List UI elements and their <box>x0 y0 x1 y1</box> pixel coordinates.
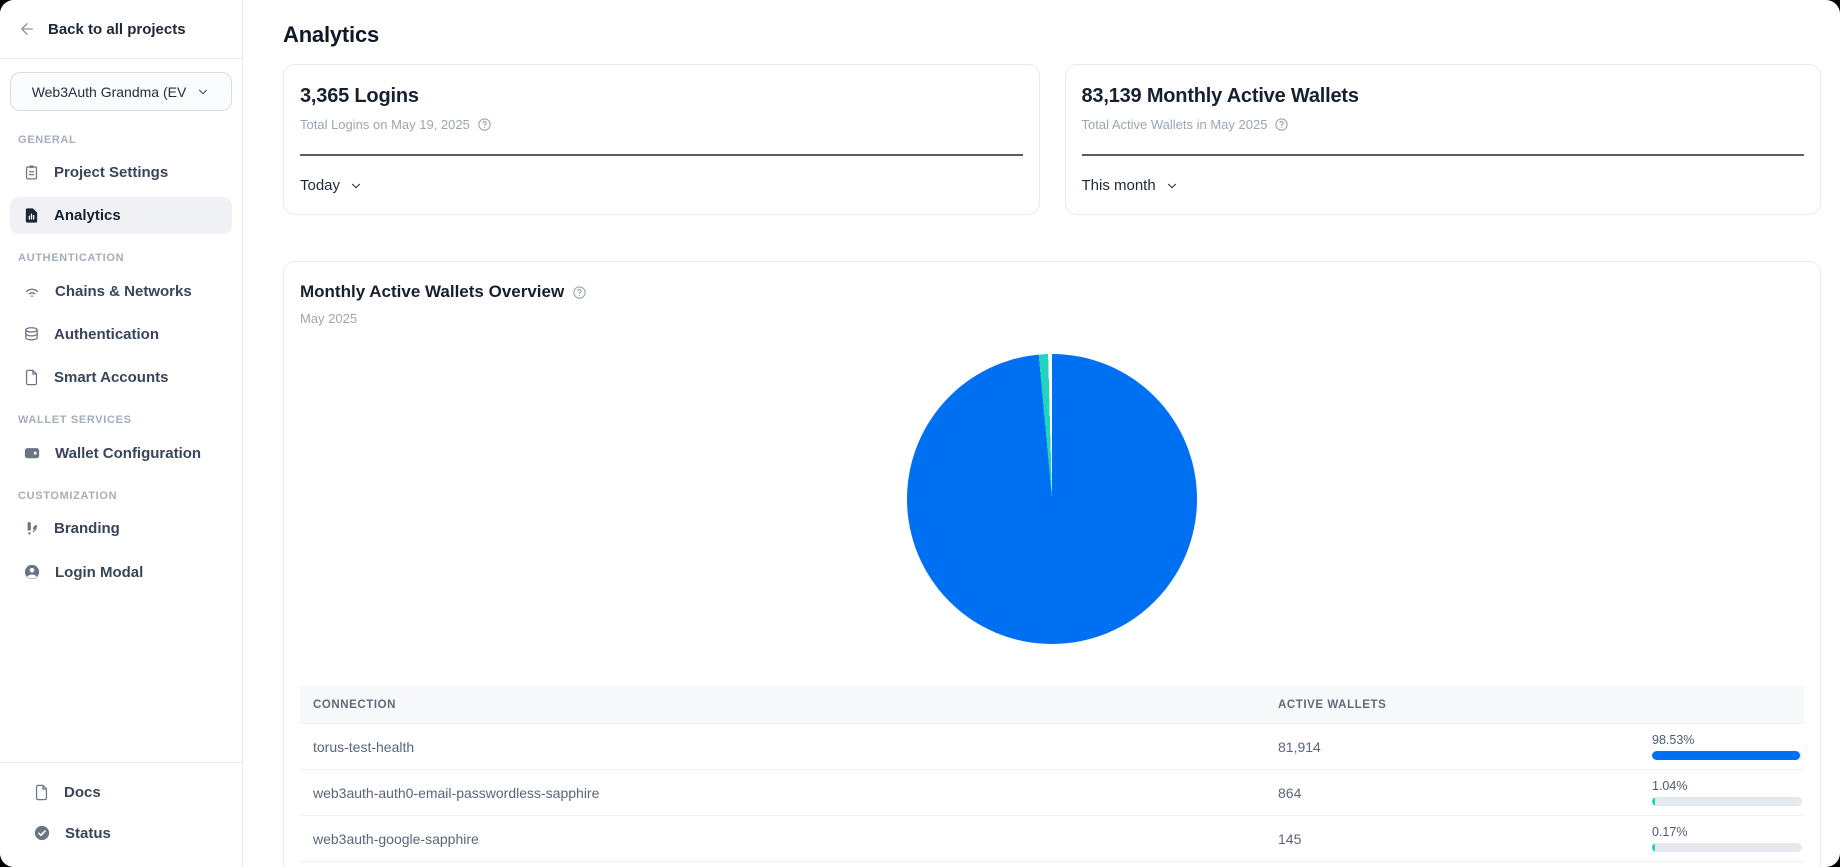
table-body: torus-test-health 81,914 98.53% web3auth… <box>300 724 1804 862</box>
sidebar-item-login-modal[interactable]: Login Modal <box>10 553 232 591</box>
sidebar-section: WALLET SERVICES Wallet Configuration <box>0 414 242 475</box>
back-to-projects-label: Back to all projects <box>48 20 186 38</box>
progress-bar-fill <box>1652 843 1655 852</box>
table-row: web3auth-auth0-email-passwordless-sapphi… <box>300 770 1804 816</box>
sidebar-item-label: Analytics <box>54 207 121 224</box>
sidebar-item-status[interactable]: Status <box>20 814 222 852</box>
project-selector-value: Web3Auth Grandma (EV <box>31 83 187 100</box>
help-circle-icon[interactable] <box>1274 117 1289 132</box>
sidebar-footer: Docs Status <box>0 762 242 867</box>
logins-stat-subtitle: Total Logins on May 19, 2025 <box>300 117 470 132</box>
connection-cell: web3auth-google-sapphire <box>313 830 479 847</box>
sidebar-nav: GENERAL Project Settings Analytics AUTHE… <box>0 115 242 594</box>
overview-subtitle: May 2025 <box>300 311 358 326</box>
stat-divider <box>300 154 1023 156</box>
logins-stat-card: 3,365 Logins Total Logins on May 19, 202… <box>283 64 1040 215</box>
sidebar-item-label: Authentication <box>54 326 159 343</box>
progress-bar-track <box>1652 843 1802 852</box>
wallets-stat-subtitle: Total Active Wallets in May 2025 <box>1081 117 1268 132</box>
logins-stat-title: 3,365 Logins <box>300 85 419 107</box>
help-circle-icon[interactable] <box>477 117 492 132</box>
wallets-stat-card: 83,139 Monthly Active Wallets Total Acti… <box>1064 64 1821 215</box>
connection-cell: torus-test-health <box>313 738 415 755</box>
sidebar-item-label: Status <box>65 824 111 842</box>
sidebar-section-label: WALLET SERVICES <box>18 414 132 426</box>
sidebar-item-chains-networks[interactable]: Chains & Networks <box>10 272 232 310</box>
sidebar-section: AUTHENTICATION Chains & Networks Authent… <box>0 252 242 399</box>
sidebar-item-docs[interactable]: Docs <box>20 774 222 811</box>
arrow-left-icon <box>18 20 36 38</box>
clipboard-icon <box>23 164 40 181</box>
file-icon <box>23 369 40 386</box>
sidebar-item-label: Login Modal <box>55 563 144 581</box>
sidebar-item-label: Chains & Networks <box>55 282 192 300</box>
active-wallets-cell: 145 <box>1278 830 1302 847</box>
file-icon <box>33 784 50 801</box>
wallets-range-dropdown[interactable]: This month <box>1082 177 1179 194</box>
progress-bar-track <box>1652 797 1802 806</box>
sidebar-item-label: Wallet Configuration <box>55 444 202 462</box>
overview-title: Monthly Active Wallets Overview <box>300 282 565 301</box>
wifi-icon <box>23 282 41 300</box>
percent-label: 98.53% <box>1652 733 1695 747</box>
active-wallets-cell: 81,914 <box>1278 738 1321 755</box>
chevron-down-icon <box>196 85 210 99</box>
progress-bar-fill <box>1652 751 1800 760</box>
percent-cell: 98.53% <box>1652 733 1804 760</box>
sidebar-item-project-settings[interactable]: Project Settings <box>10 154 232 191</box>
active-wallets-cell: 864 <box>1278 784 1302 801</box>
sidebar-item-label: Branding <box>54 520 120 537</box>
percent-label: 1.04% <box>1652 779 1688 793</box>
wallets-range-label: This month <box>1081 177 1156 194</box>
sidebar: Back to all projects Web3Auth Grandma (E… <box>0 0 243 867</box>
stat-divider <box>1081 154 1804 156</box>
sidebar-item-smart-accounts[interactable]: Smart Accounts <box>10 359 232 396</box>
table-row: web3auth-google-sapphire 145 0.17% <box>300 816 1804 862</box>
database-icon <box>23 326 40 343</box>
active-wallets-pie-chart <box>907 354 1197 644</box>
sidebar-item-label: Docs <box>64 784 101 801</box>
percent-cell: 1.04% <box>1652 779 1804 806</box>
sidebar-section-label: AUTHENTICATION <box>18 252 125 264</box>
analytics-doc-icon <box>23 207 40 224</box>
main-content: Analytics 3,365 Logins Total Logins on M… <box>243 0 1840 867</box>
back-to-projects-button[interactable]: Back to all projects <box>0 0 242 59</box>
check-circle-icon <box>33 824 51 842</box>
sidebar-item-label: Project Settings <box>54 164 169 181</box>
monthly-active-wallets-overview-card: Monthly Active Wallets Overview May 2025… <box>283 261 1821 867</box>
sidebar-item-analytics[interactable]: Analytics <box>10 197 232 234</box>
sidebar-item-wallet-configuration[interactable]: Wallet Configuration <box>10 434 232 472</box>
wallet-icon <box>23 444 41 462</box>
sidebar-section: GENERAL Project Settings Analytics <box>0 134 242 237</box>
chevron-down-icon <box>349 179 363 193</box>
stat-cards-row: 3,365 Logins Total Logins on May 19, 202… <box>283 64 1821 215</box>
table-header-row: CONNECTION ACTIVE WALLETS <box>300 686 1804 724</box>
sidebar-section: CUSTOMIZATION Branding Login Modal <box>0 490 242 594</box>
table-row: torus-test-health 81,914 98.53% <box>300 724 1804 770</box>
progress-bar-track <box>1652 751 1802 760</box>
help-circle-icon[interactable] <box>572 285 587 300</box>
sidebar-item-label: Smart Accounts <box>54 369 169 386</box>
logins-range-label: Today <box>300 177 341 194</box>
page-title: Analytics <box>283 22 380 47</box>
logins-range-dropdown[interactable]: Today <box>300 177 363 194</box>
brush-icon <box>23 520 40 537</box>
progress-bar-fill <box>1652 797 1655 806</box>
connections-table: CONNECTION ACTIVE WALLETS torus-test-hea… <box>300 686 1804 862</box>
user-circle-icon <box>23 563 41 581</box>
percent-label: 0.17% <box>1652 825 1688 839</box>
wallets-stat-title: 83,139 Monthly Active Wallets <box>1081 85 1359 107</box>
sidebar-section-label: CUSTOMIZATION <box>18 490 118 502</box>
sidebar-section-label: GENERAL <box>18 134 77 146</box>
project-selector-dropdown[interactable]: Web3Auth Grandma (EV <box>10 72 232 111</box>
chevron-down-icon <box>1165 179 1179 193</box>
sidebar-item-branding[interactable]: Branding <box>10 510 232 547</box>
active-wallets-column-header: ACTIVE WALLETS <box>1278 698 1387 711</box>
connection-cell: web3auth-auth0-email-passwordless-sapphi… <box>313 784 600 801</box>
sidebar-item-authentication[interactable]: Authentication <box>10 316 232 353</box>
connection-column-header: CONNECTION <box>313 698 397 711</box>
percent-cell: 0.17% <box>1652 825 1804 852</box>
